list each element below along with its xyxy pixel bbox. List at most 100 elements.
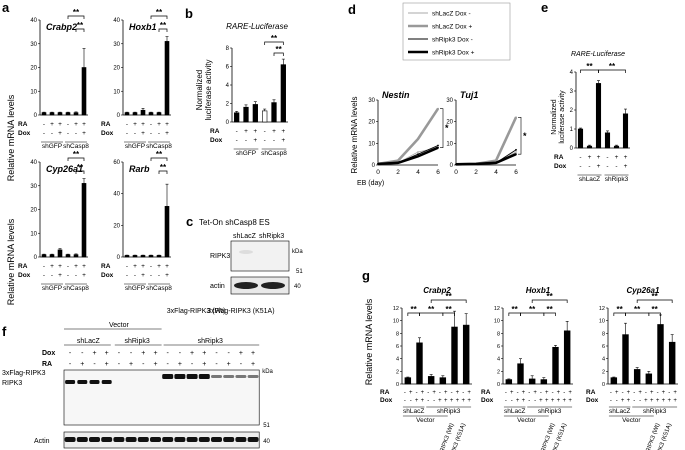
g-ra-label: RA	[380, 389, 390, 396]
a-1-dox-sign: +	[165, 130, 169, 137]
f-band-actin	[76, 437, 88, 442]
d-point	[455, 163, 457, 166]
g-1-sig-2-label: **	[529, 305, 536, 314]
f-band2-label: RIPK3	[2, 380, 22, 387]
f-band-actin	[125, 437, 137, 442]
a-rarb-bar	[148, 255, 154, 258]
a-crabp2-ytick-label: 0	[34, 113, 38, 119]
panel-letter-f: f	[2, 324, 7, 339]
f-ra-sign: -	[142, 361, 145, 368]
g-crabp2-bar	[462, 324, 470, 385]
a-cyp26a1-bar	[81, 183, 87, 258]
a-1-sig-inner-label: **	[160, 21, 167, 30]
a-3-ra-label: RA	[101, 263, 111, 270]
a-2-ra-sign: +	[58, 263, 62, 270]
b-ytick-label: 0	[226, 120, 230, 126]
a-hoxb1-ytick-label: 0	[117, 113, 121, 119]
f-dox-sign: -	[130, 350, 133, 357]
panel-c-mw51: 51	[296, 269, 303, 275]
g-ra-sign: +	[615, 390, 619, 396]
b-ra-sign: +	[244, 128, 248, 135]
a-1-sig-outer-bracket	[150, 15, 168, 19]
g-0-vector-group-label: Vector	[416, 417, 435, 424]
e-ytick-label: 3	[570, 89, 574, 95]
a-cyp26a1-ytick-label: 0	[34, 255, 38, 261]
d-point	[495, 159, 497, 162]
b-ra-label: RA	[210, 128, 220, 135]
f-top2-label: 3xFlag-RIPK3 (K51A)	[207, 308, 274, 315]
d-ytick-label: 30	[368, 98, 375, 104]
g-ra-sign: +	[432, 390, 436, 396]
f-band-flag-k51a	[223, 375, 235, 378]
a-0-sig-outer-bracket	[67, 15, 85, 19]
b-ra-sign: +	[253, 128, 257, 135]
a-2-ra-label: RA	[18, 263, 28, 270]
g-0-sig-1-label: **	[411, 305, 418, 314]
a-2-ra-sign: +	[74, 263, 78, 270]
f-blot-main	[63, 369, 260, 426]
panel-c-ripk3-label: RIPK3	[210, 253, 230, 260]
g-1-sig-1-label: **	[512, 305, 519, 314]
g-gene-title: Crabp2	[423, 286, 451, 295]
f-ra-sign: +	[227, 361, 231, 368]
f-band-actin	[186, 437, 198, 442]
b-ytick-label: 8	[226, 46, 230, 52]
b-dox-sign: -	[236, 137, 238, 144]
g-dox-sign: -	[633, 398, 635, 404]
e-sig-2-bracket	[598, 69, 626, 73]
g-1-sig-4-bracket	[531, 299, 568, 303]
a-2-sig-outer-bracket	[67, 157, 85, 161]
g-2-sig-3-label: **	[652, 305, 659, 314]
g-dox-sign: +	[662, 398, 666, 404]
g-ra-sign: +	[444, 390, 448, 396]
f-band-actin	[113, 437, 125, 442]
a-cyp26a1-bar	[41, 254, 47, 258]
g-dox-sign: +	[650, 398, 654, 404]
g-ra-sign: -	[633, 390, 635, 396]
f-band-flag-k51a	[235, 375, 247, 378]
d-point	[397, 161, 399, 164]
a-crabp2-bar	[73, 112, 79, 116]
a-cyp26a1-bar	[57, 249, 63, 258]
g-0-sig-4-bracket	[430, 299, 467, 303]
panel-f-blot: Vector 3xFlag-RIPK3 (Wt)3xFlag-RIPK3 (K51…	[2, 308, 275, 449]
a-cyp26a1-bar	[65, 254, 71, 258]
g-dox-sign: +	[656, 398, 660, 404]
e-bar	[577, 128, 584, 149]
g-1-sig-3-label: **	[547, 305, 554, 314]
d-point	[417, 138, 419, 140]
g-crabp2-ytick-label: 8	[396, 331, 399, 337]
f-actin-label: Actin	[34, 438, 50, 445]
f-band-flag-wt	[198, 374, 210, 379]
b-dox-label: Dox	[210, 137, 223, 144]
g-ra-sign: +	[545, 390, 549, 396]
g-ra-sign: -	[645, 390, 647, 396]
g-cyp26a1-ytick-label: 12	[599, 306, 605, 312]
f-dox-sign: -	[215, 350, 218, 357]
g-cyp26a1-bar	[633, 369, 641, 385]
f-band-actin	[174, 437, 186, 442]
a-rarb-bar	[140, 255, 146, 258]
g-0-sig-4-label: **	[446, 292, 453, 301]
f-ra-sign: -	[167, 361, 170, 368]
a-3-shcasp8-group-label: shCasp8	[146, 285, 172, 292]
g-1-sig-3-bracket	[543, 312, 556, 316]
panel-c-actin-label: actin	[210, 283, 225, 290]
g-2-sig-2-label: **	[634, 305, 641, 314]
f-ra-sign: -	[191, 361, 194, 368]
g-dox-label: Dox	[380, 397, 393, 404]
g-1-vector-group-label: Vector	[517, 417, 536, 424]
e-ra-label: RA	[554, 154, 564, 161]
g-dox-sign: +	[644, 398, 648, 404]
f-dox-sign: +	[190, 350, 194, 357]
a-2-shcasp8-group-label: shCasp8	[63, 285, 89, 292]
panel-d-xlabel: EB (day)	[357, 180, 384, 187]
e-ytick-label: 1	[570, 127, 574, 133]
a-hoxb1-bar	[124, 112, 130, 116]
d-xtick-label: 6	[436, 169, 440, 176]
a-hoxb1-ytick-label: 10	[113, 89, 120, 95]
panel-c-title: Tet-On shCasp8 ES	[199, 218, 270, 227]
a-2-dox-sign: -	[51, 272, 53, 279]
panel-a-ylabel-bottom: Relative mRNA levels	[6, 218, 16, 305]
